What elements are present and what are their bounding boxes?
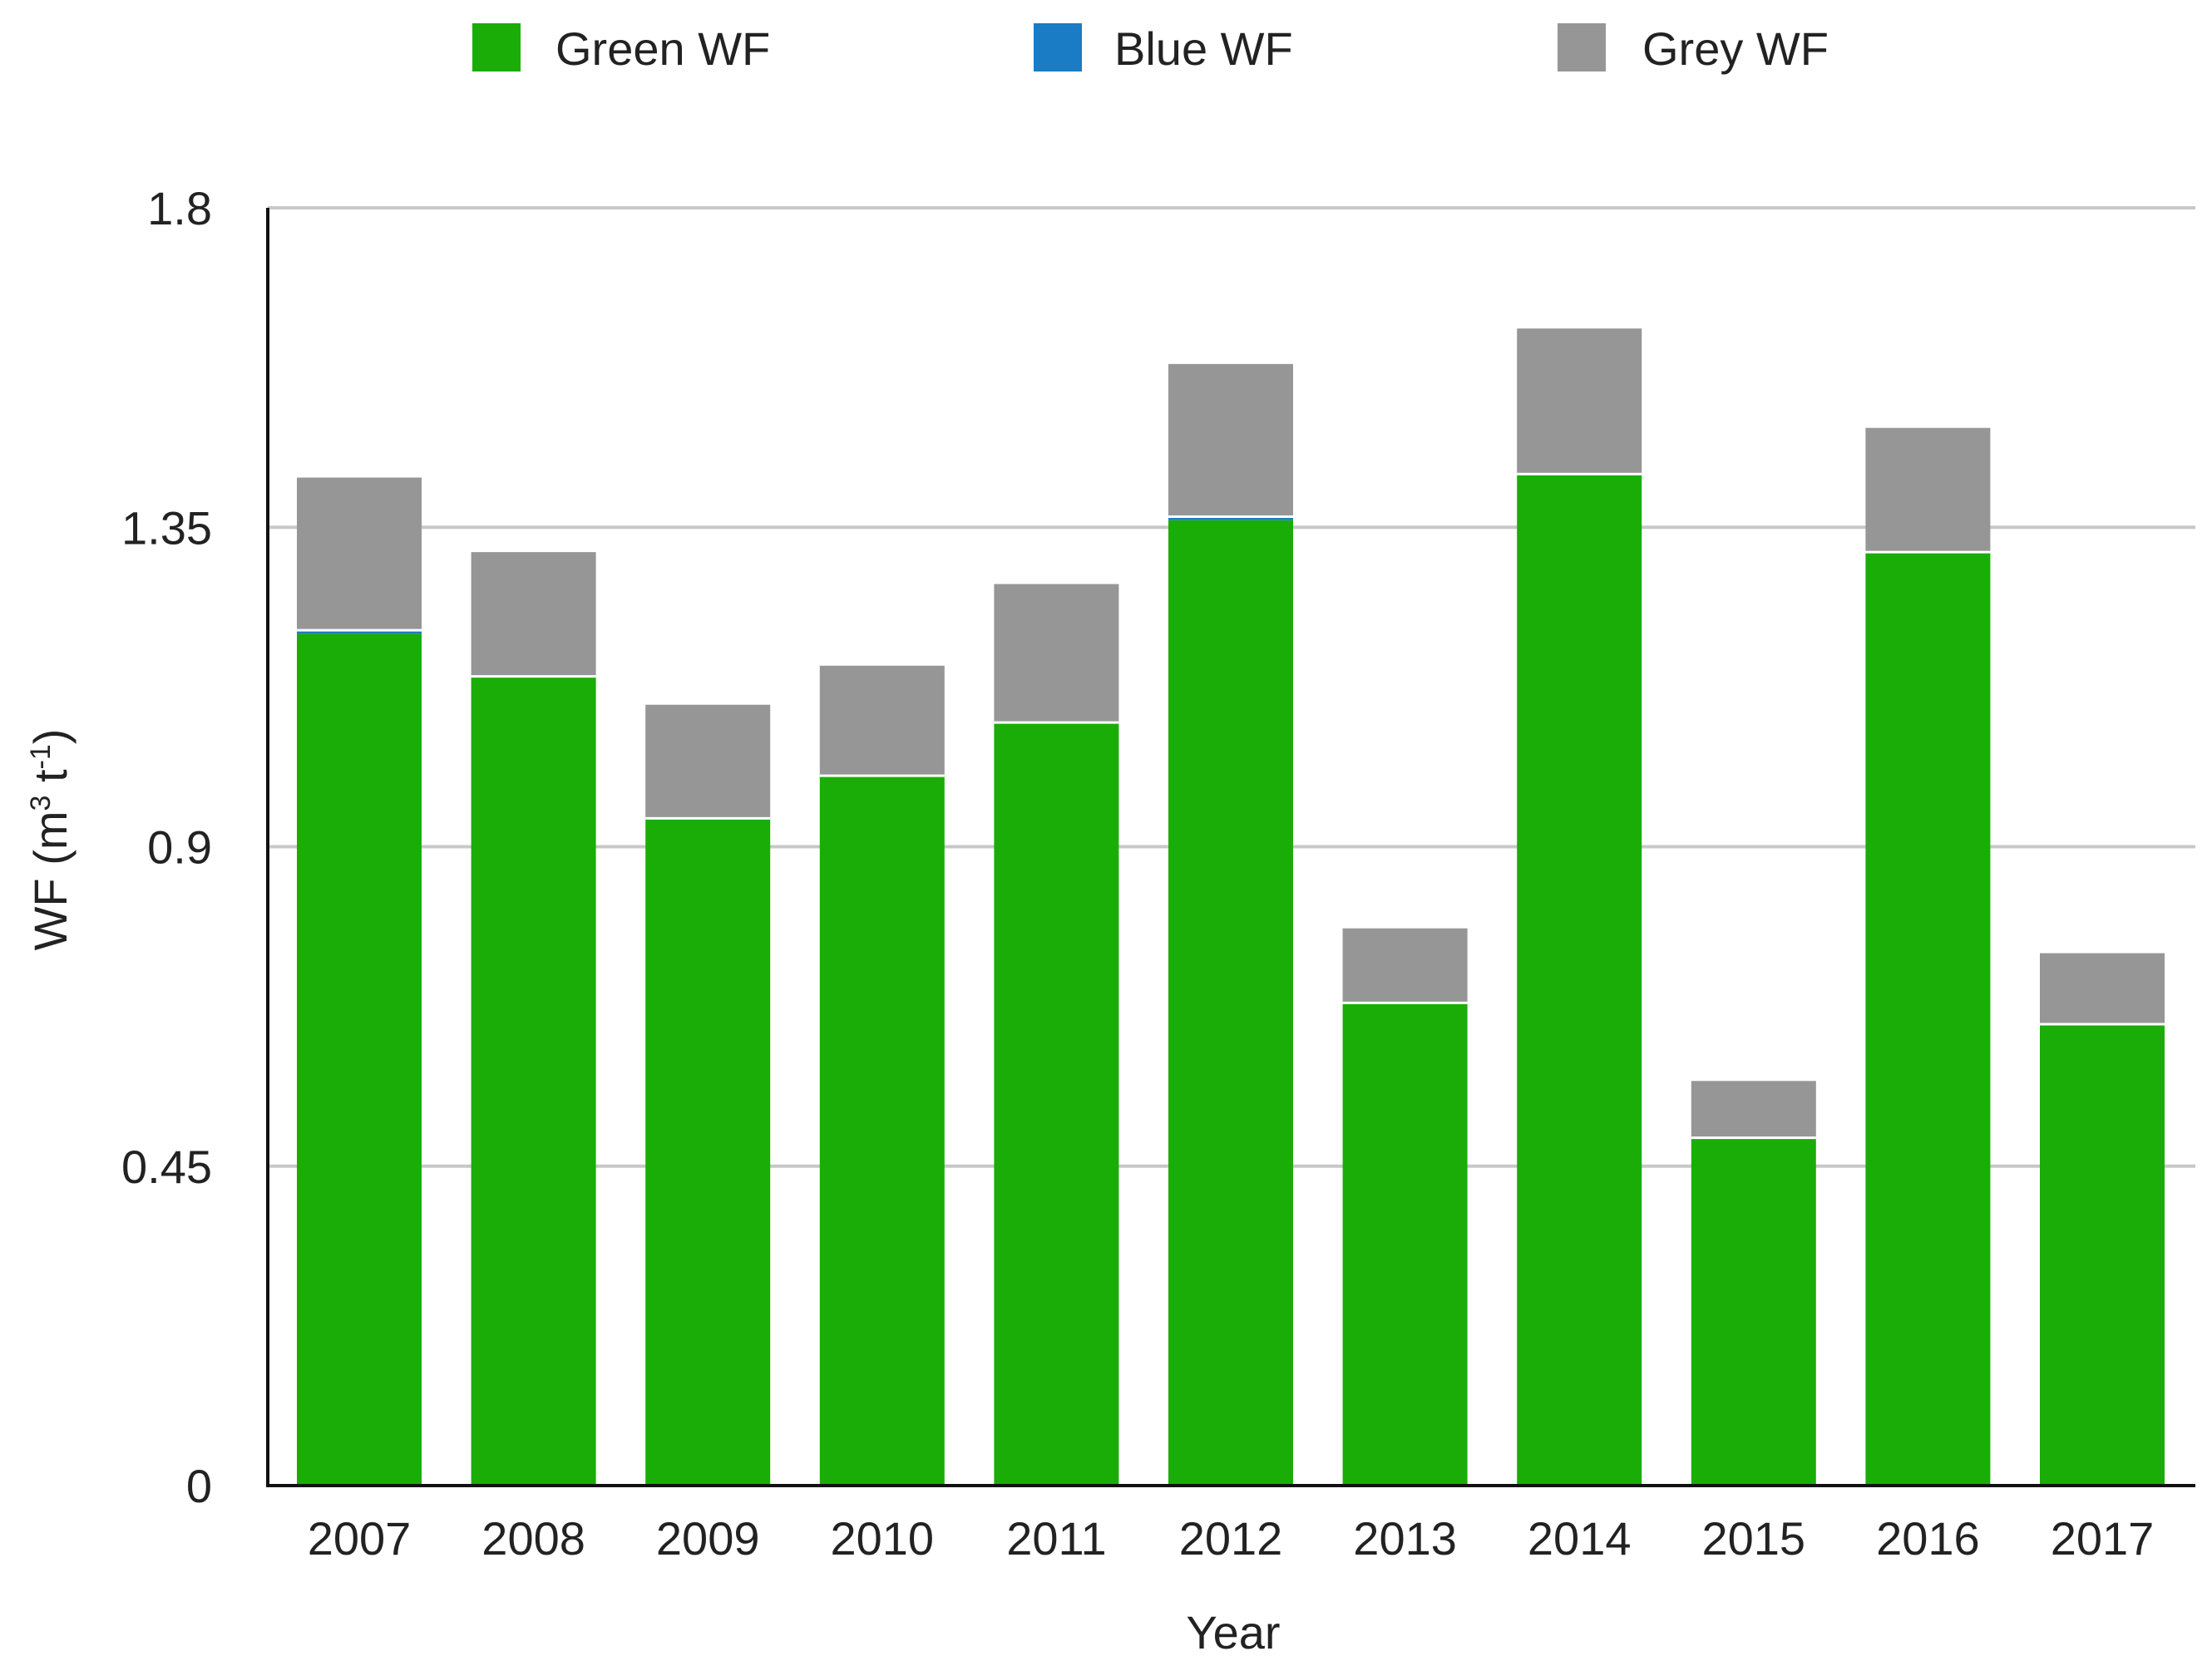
legend-item-green: Green WF <box>472 22 770 75</box>
legend-label-blue: Blue WF <box>1114 22 1293 75</box>
bar-green-wf-2012 <box>1168 520 1293 1486</box>
bar-blue-wf-2012 <box>1168 516 1293 520</box>
bar-blue-wf-2007 <box>297 630 422 634</box>
legend-item-blue: Blue WF <box>1034 22 1293 75</box>
legend-swatch-grey <box>1558 23 1606 71</box>
bar-green-wf-2016 <box>1865 552 1991 1486</box>
y-axis-title-sup1: 3 <box>25 796 57 811</box>
legend: Green WF Blue WF Grey WF <box>472 22 1829 75</box>
bar-green-wf-2008 <box>471 676 596 1486</box>
bar-grey-wf-2007 <box>297 477 422 631</box>
bar-grey-wf-2012 <box>1168 363 1293 517</box>
y-tick-label: 1.8 <box>147 182 212 234</box>
x-tick-label: 2010 <box>831 1512 935 1565</box>
bar-grey-wf-2016 <box>1865 427 1991 553</box>
y-axis-title-sup2: -1 <box>25 744 57 769</box>
x-tick-label: 2015 <box>1702 1512 1806 1565</box>
bar-grey-wf-2017 <box>2040 953 2165 1024</box>
x-tick-label: 2017 <box>2051 1512 2155 1565</box>
x-tick-label: 2009 <box>656 1512 760 1565</box>
legend-label-grey: Grey WF <box>1642 22 1829 75</box>
x-tick-labels: 2007 2008 2009 2010 2011 2012 2013 2014 2015 2016… <box>308 1512 2155 1565</box>
bar-grey-wf-2008 <box>471 552 596 677</box>
y-tick-label: 1.35 <box>121 501 212 554</box>
legend-swatch-blue <box>1034 23 1082 71</box>
x-tick-label: 2011 <box>1006 1512 1106 1565</box>
bar-grey-wf-2009 <box>645 704 771 819</box>
bar-grey-wf-2011 <box>994 584 1119 723</box>
y-axis-title-end: ) <box>24 729 77 745</box>
y-axis-title-mid: t <box>24 769 77 796</box>
x-tick-label: 2012 <box>1179 1512 1283 1565</box>
bar-grey-wf-2015 <box>1691 1081 1816 1138</box>
bar-green-wf-2014 <box>1517 474 1642 1486</box>
x-tick-label: 2016 <box>1876 1512 1980 1565</box>
bars <box>297 328 2165 1486</box>
x-tick-label: 2007 <box>308 1512 412 1565</box>
bar-grey-wf-2014 <box>1517 328 1642 475</box>
bar-green-wf-2007 <box>297 633 422 1486</box>
bar-grey-wf-2013 <box>1342 928 1468 1003</box>
x-tick-label: 2014 <box>1528 1512 1632 1565</box>
bar-green-wf-2017 <box>2040 1023 2165 1486</box>
y-tick-label: 0 <box>186 1460 212 1512</box>
bar-green-wf-2009 <box>645 818 771 1486</box>
x-tick-label: 2013 <box>1353 1512 1457 1565</box>
y-axis-title-base: WF (m <box>24 811 77 951</box>
bar-green-wf-2015 <box>1691 1137 1816 1486</box>
legend-item-grey: Grey WF <box>1558 22 1829 75</box>
legend-label-green: Green WF <box>555 22 770 75</box>
bar-grey-wf-2010 <box>819 665 945 776</box>
legend-swatch-green <box>472 23 521 71</box>
bar-green-wf-2013 <box>1342 1003 1468 1486</box>
y-tick-label: 0.9 <box>147 821 212 874</box>
bar-green-wf-2011 <box>994 722 1119 1486</box>
y-axis-title: WF (m3 t-1) <box>24 729 77 951</box>
bar-green-wf-2010 <box>819 776 945 1486</box>
x-axis-title: Year <box>1186 1606 1280 1659</box>
y-tick-label: 0.45 <box>121 1141 212 1193</box>
y-tick-labels: 0 0.45 0.9 1.35 1.8 <box>121 182 212 1512</box>
x-tick-label: 2008 <box>481 1512 585 1565</box>
